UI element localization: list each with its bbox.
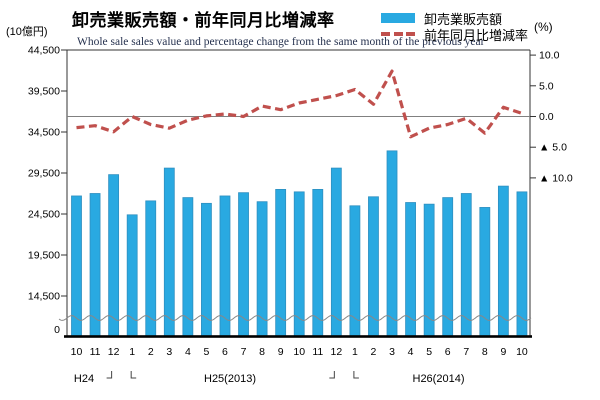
x-axis-month-label: 6 bbox=[222, 346, 228, 358]
x-axis-month-label: 3 bbox=[389, 346, 395, 358]
bar-month-3 bbox=[386, 150, 398, 337]
bar-month-5 bbox=[201, 202, 212, 337]
x-axis-year-label: H24 bbox=[74, 373, 94, 385]
x-axis-month-label: 8 bbox=[259, 346, 265, 358]
bar-month-8 bbox=[479, 207, 491, 337]
left-axis-tick-label: 14,500 bbox=[28, 291, 60, 303]
left-axis-tick-label: 19,500 bbox=[28, 250, 60, 262]
right-axis-tick-label: 5.0 bbox=[539, 80, 554, 92]
year-end-bracket bbox=[329, 371, 335, 379]
x-axis-line bbox=[64, 335, 532, 338]
bar-month-5 bbox=[423, 203, 435, 337]
x-axis-month-label: 3 bbox=[166, 346, 172, 358]
year-end-bracket bbox=[106, 371, 113, 379]
year-start-bracket bbox=[353, 371, 359, 379]
line-series-label: 前年同月比増減率 bbox=[424, 27, 529, 43]
bar-month-3 bbox=[163, 167, 175, 337]
x-axis-month-label: 10 bbox=[293, 346, 305, 358]
x-axis-month-label: 9 bbox=[278, 346, 284, 358]
left-axis-tick-label: 39,500 bbox=[28, 86, 60, 98]
bar-month-9 bbox=[497, 185, 509, 337]
x-axis-year-label: H26(2014) bbox=[413, 373, 465, 385]
year-start-bracket bbox=[130, 371, 137, 379]
right-axis-tick-label: ▲ 5.0 bbox=[539, 142, 567, 154]
x-axis-month-label: 9 bbox=[500, 346, 506, 358]
x-axis-year-label: H25(2013) bbox=[204, 373, 256, 385]
x-axis-month-label: 5 bbox=[203, 346, 209, 358]
x-axis-month-label: 10 bbox=[516, 346, 528, 358]
x-axis-month-label: 4 bbox=[408, 346, 414, 358]
x-axis-month-label: 11 bbox=[312, 346, 323, 358]
bar-month-12 bbox=[108, 174, 120, 337]
x-axis-month-label: 4 bbox=[185, 346, 191, 358]
x-axis-month-label: 2 bbox=[148, 346, 154, 358]
bar-month-11 bbox=[312, 188, 324, 337]
bar-month-1 bbox=[349, 205, 361, 337]
bar-month-10 bbox=[293, 191, 305, 337]
x-axis-month-label: 10 bbox=[71, 346, 83, 358]
yoy-percent-line bbox=[76, 69, 523, 139]
right-axis-tick-label: 10.0 bbox=[539, 50, 560, 62]
x-axis-month-label: 8 bbox=[482, 346, 488, 358]
right-axis-unit-label: (%) bbox=[534, 20, 553, 34]
left-axis-tick-label: 44,500 bbox=[28, 45, 60, 57]
left-axis-tick-label: 29,500 bbox=[28, 168, 60, 180]
x-axis-month-label: 11 bbox=[90, 346, 101, 358]
bar-series-swatch bbox=[381, 13, 415, 23]
legend-item-line: 前年同月比増減率 bbox=[381, 26, 529, 43]
left-axis-tick-label: 34,500 bbox=[28, 127, 60, 139]
bar-month-4 bbox=[405, 202, 416, 337]
right-axis-tick-label: ▲ 10.0 bbox=[539, 172, 573, 184]
line-series-swatch bbox=[381, 32, 415, 36]
axis-break-wave bbox=[58, 315, 532, 321]
chart-subtitle-english: Whole sale sales value and percentage ch… bbox=[77, 36, 485, 48]
x-axis-month-label: 7 bbox=[241, 346, 247, 358]
x-axis-month-label: 7 bbox=[463, 346, 469, 358]
bar-month-7 bbox=[460, 193, 472, 337]
x-axis-month-label: 2 bbox=[371, 346, 377, 358]
bar-month-11 bbox=[89, 193, 101, 337]
bar-month-7 bbox=[238, 192, 249, 337]
left-axis-unit-label: (10億円) bbox=[6, 26, 48, 38]
x-axis-month-label: 6 bbox=[445, 346, 451, 358]
bar-month-12 bbox=[330, 167, 342, 337]
left-axis-tick-label: 24,500 bbox=[28, 209, 60, 221]
left-axis-zero-label: 0 bbox=[54, 324, 60, 336]
chart-title: 卸売業販売額・前年同月比増減率 bbox=[72, 11, 335, 30]
right-axis-tick-label: 0.0 bbox=[539, 111, 554, 123]
bar-month-9 bbox=[275, 188, 287, 337]
bar-month-10 bbox=[516, 191, 528, 337]
x-axis-month-label: 1 bbox=[129, 346, 135, 358]
x-axis-month-label: 1 bbox=[352, 346, 358, 358]
x-axis-month-label: 12 bbox=[330, 346, 342, 358]
x-axis-month-label: 12 bbox=[108, 346, 120, 358]
x-axis-month-label: 5 bbox=[426, 346, 432, 358]
legend: 卸売業販売額 前年同月比増減率 bbox=[381, 10, 529, 43]
legend-item-bar: 卸売業販売額 bbox=[381, 10, 528, 27]
bar-series-label: 卸売業販売額 bbox=[424, 11, 503, 27]
